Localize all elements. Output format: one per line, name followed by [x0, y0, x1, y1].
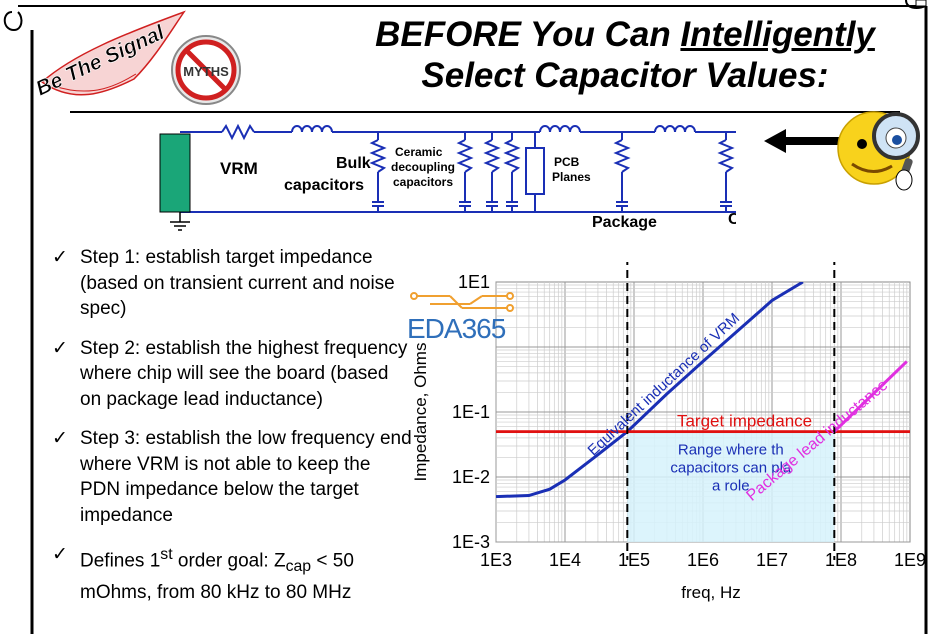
x-tick-label: 1E4	[549, 550, 581, 570]
step4-part2: order goal: Z	[172, 550, 286, 572]
x-tick-label: 1E6	[687, 550, 719, 570]
region-label: Range where th	[678, 442, 784, 459]
ceramic-label-1: Ceramic	[395, 145, 443, 159]
step-text: Step 1: establish target impedance (base…	[80, 247, 395, 319]
vrm-block	[159, 133, 191, 213]
ceramic-branch-1	[456, 132, 474, 212]
list-item: ✓ Defines 1st order goal: Zcap < 50 mOhm…	[52, 542, 412, 605]
steps-list: ✓ Step 1: establish target impedance (ba…	[52, 245, 412, 619]
step4-part3: < 50 mOhms, from 80 kHz to 80 MHz	[80, 550, 354, 603]
x-tick-label: 1E9	[894, 550, 926, 570]
vertical-markers	[626, 262, 836, 560]
title-line-2: Select Capacitor Values:	[421, 56, 829, 95]
x-axis-label: freq, Hz	[681, 583, 741, 602]
step-text: Step 3: establish the low frequency end …	[80, 428, 412, 526]
bulk-label-1: Bulk	[336, 155, 371, 172]
series-layer	[496, 282, 910, 497]
bulk-branch	[369, 132, 387, 212]
series-label-target: Target impedance	[677, 412, 812, 431]
package-branch	[613, 132, 631, 212]
y-tick-label: 1E-2	[452, 467, 490, 487]
x-tick-label: 1E5	[618, 550, 650, 570]
slide-title: BEFORE You Can Intelligently Select Capa…	[330, 14, 920, 96]
series-line-2	[834, 361, 907, 431]
pcb-planes-branch	[525, 132, 545, 212]
clip-mask	[736, 118, 750, 238]
y-tick-label: 1E-3	[452, 532, 490, 552]
y-tick-label: 1E1	[458, 272, 490, 292]
ceramic-branch-2	[483, 132, 501, 212]
check-icon: ✓	[52, 337, 68, 359]
x-tick-label: 1E8	[825, 550, 857, 570]
list-item: ✓ Step 2: establish the highest frequenc…	[52, 336, 412, 413]
title-underlined: Intelligently	[680, 15, 875, 54]
pcb-label-1: PCB	[554, 155, 580, 169]
chip-branch	[717, 132, 735, 212]
x-tick-label: 1E7	[756, 550, 788, 570]
vrm-label: VRM	[220, 159, 258, 178]
check-icon: ✓	[52, 428, 68, 449]
myths-label: MYTHS	[183, 64, 229, 79]
region-label: capacitors can pla	[670, 460, 792, 477]
watermark-circuit-icon	[410, 292, 514, 312]
step-text: Step 2: establish the highest frequency …	[80, 337, 408, 410]
be-the-signal-badge: Be The Signal MYTHS	[34, 10, 241, 105]
pcb-label-2: Planes	[552, 170, 591, 184]
ceramic-label-3: capacitors	[393, 175, 453, 189]
list-item: ✓ Step 3: establish the low frequency en…	[52, 426, 412, 528]
impedance-chart: 1E3 1E4 1E5 1E6 1E7 1E8 1E9 1E-3 1E-2 1E-1 1E1 fre…	[411, 262, 926, 602]
step4-sup: st	[160, 546, 173, 563]
package-label: Package	[592, 214, 657, 231]
axis-ticks: 1E3 1E4 1E5 1E6 1E7 1E8 1E9 1E-3 1E-2 1E-1 1E1	[452, 272, 926, 570]
y-axis-label: Impedance, Ohms	[411, 343, 430, 482]
ceramic-branch-3	[503, 132, 521, 212]
step4-part1: Defines 1	[80, 550, 161, 572]
ground-symbol	[170, 212, 190, 231]
step4-sub: cap	[285, 558, 312, 576]
series-line-0	[496, 282, 803, 497]
capacitor-range-region	[627, 431, 835, 542]
watermark-text: EDA365	[407, 313, 506, 344]
magnifier-smiley-icon	[837, 111, 920, 191]
check-icon: ✓	[52, 544, 68, 565]
bulk-label-2: capacitors	[284, 177, 364, 194]
pointer-arrow-icon	[764, 129, 844, 153]
x-tick-label: 1E3	[480, 550, 512, 570]
region-label: a role	[712, 478, 750, 495]
list-item: ✓ Step 1: establish target impedance (ba…	[52, 245, 412, 322]
check-icon: ✓	[52, 247, 68, 268]
title-prefix: BEFORE You Can	[375, 15, 681, 54]
pdn-circuit-diagram: VRM Bulk capacitors Ceramic decoupling c…	[159, 118, 750, 238]
ceramic-label-2: decoupling	[391, 160, 455, 174]
y-tick-label: 1E-1	[452, 402, 490, 422]
